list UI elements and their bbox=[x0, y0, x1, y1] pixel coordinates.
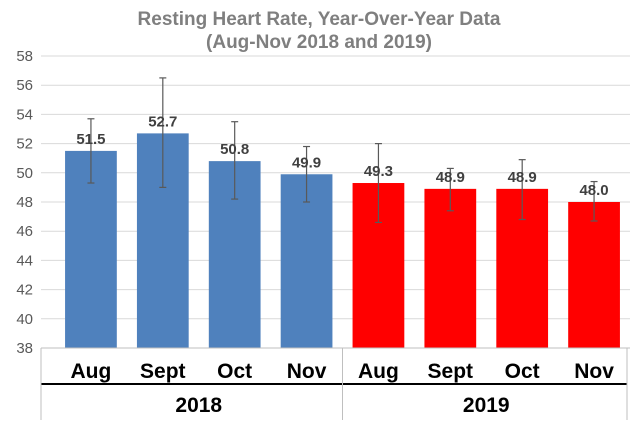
group-label-2019: 2019 bbox=[463, 394, 510, 417]
y-tick-label: 48 bbox=[16, 194, 33, 211]
error-bar bbox=[374, 143, 382, 224]
error-bar bbox=[518, 159, 526, 221]
error-bar bbox=[159, 77, 167, 188]
bar-2019-nov bbox=[568, 202, 620, 348]
data-label: 49.3 bbox=[364, 163, 393, 180]
chart-title-line-1: Resting Heart Rate, Year-Over-Year Data bbox=[138, 9, 501, 30]
group-label-2018: 2018 bbox=[175, 394, 222, 417]
y-tick-label: 46 bbox=[16, 223, 33, 240]
error-bars bbox=[87, 77, 598, 224]
bars bbox=[65, 133, 620, 348]
error-bar bbox=[87, 118, 95, 184]
category-label: Nov bbox=[287, 360, 327, 383]
y-tick-label: 50 bbox=[16, 165, 33, 182]
data-label: 48.9 bbox=[508, 169, 537, 186]
error-bar bbox=[446, 167, 454, 212]
data-labels: 51.5 52.7 50.8 49.9 49.3 48.9 48.9 48.0 bbox=[76, 113, 608, 199]
error-bar bbox=[231, 121, 239, 200]
y-tick-label: 58 bbox=[16, 48, 33, 65]
category-label: Sept bbox=[140, 360, 186, 383]
y-tick-label: 40 bbox=[16, 311, 33, 328]
y-tick-label: 42 bbox=[16, 282, 33, 299]
y-tick-label: 54 bbox=[16, 106, 33, 123]
y-tick-label: 52 bbox=[16, 136, 33, 153]
category-label: Sept bbox=[428, 360, 474, 383]
category-label: Aug bbox=[358, 360, 399, 383]
category-label: Nov bbox=[574, 360, 614, 383]
data-label: 48.0 bbox=[579, 182, 608, 199]
bar-2018-nov bbox=[280, 174, 333, 348]
bar-2019-sept bbox=[424, 188, 477, 348]
bar-2018-aug bbox=[65, 150, 117, 348]
data-label: 48.9 bbox=[436, 169, 465, 186]
data-label: 50.8 bbox=[220, 141, 249, 158]
data-label: 52.7 bbox=[148, 113, 177, 130]
y-tick-label: 56 bbox=[16, 77, 33, 94]
data-label: 49.9 bbox=[292, 154, 321, 171]
data-label: 51.5 bbox=[76, 131, 105, 148]
category-label: Oct bbox=[217, 360, 252, 383]
y-tick-label: 44 bbox=[16, 252, 33, 269]
category-label: Oct bbox=[505, 360, 540, 383]
y-tick-label: 38 bbox=[16, 340, 33, 357]
error-bar bbox=[590, 180, 598, 222]
error-bar bbox=[303, 145, 311, 203]
category-axis: Aug Sept Oct Nov Aug Sept Oct Nov 2018 2019 bbox=[40, 347, 630, 420]
category-label: Aug bbox=[71, 360, 112, 383]
chart-title-line-2: (Aug-Nov 2018 and 2019) bbox=[206, 32, 432, 53]
y-axis-ticks: 38 40 42 44 46 48 50 52 54 56 58 bbox=[16, 48, 33, 357]
